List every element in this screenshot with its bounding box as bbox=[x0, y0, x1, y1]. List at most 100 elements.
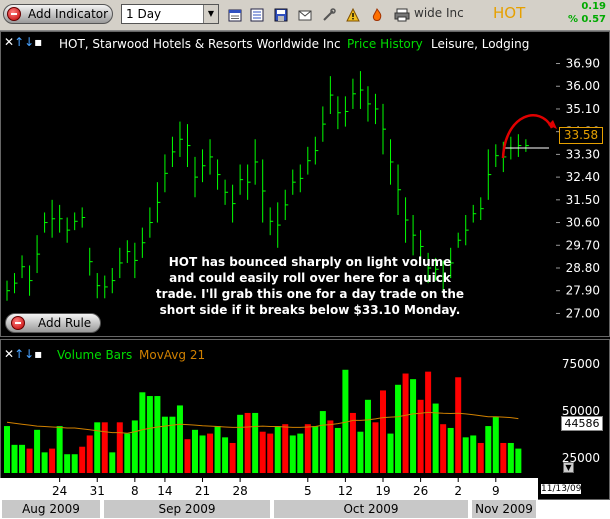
add-indicator-label: Add Indicator bbox=[28, 7, 109, 21]
volume-bar bbox=[259, 431, 266, 473]
minus-circle-icon bbox=[7, 7, 21, 21]
price-tick-label: 32.40 bbox=[566, 170, 600, 184]
volume-bar bbox=[440, 424, 447, 473]
volume-bar bbox=[252, 412, 259, 473]
last-volume-badge: 44586 bbox=[561, 416, 603, 431]
volume-bar bbox=[49, 448, 56, 473]
volume-bar bbox=[282, 424, 289, 473]
price-tick-label: 28.80 bbox=[566, 261, 600, 275]
volume-bar bbox=[477, 442, 484, 473]
date-tick-label: 24 bbox=[52, 484, 67, 498]
percent-symbol: % bbox=[568, 14, 579, 25]
date-axis-background bbox=[0, 478, 538, 500]
price-tick-label: 29.70 bbox=[566, 238, 600, 252]
flame-icon[interactable] bbox=[370, 8, 384, 22]
volume-bar bbox=[507, 442, 514, 473]
add-rule-button[interactable]: Add Rule bbox=[5, 313, 101, 333]
scroll-down-icon[interactable]: ▼ bbox=[563, 462, 574, 473]
price-axis: 27.00 27.90 28.80 29.70 30.60 31.50 32.40 33.30… bbox=[556, 57, 600, 320]
volume-bar bbox=[124, 433, 131, 473]
volume-bar bbox=[327, 420, 334, 473]
volume-bar bbox=[297, 433, 304, 473]
ticker-symbol: HOT bbox=[493, 4, 526, 22]
panel-controls-icon[interactable]: ✕↑↓▪ bbox=[4, 35, 43, 49]
volume-bar bbox=[267, 433, 274, 473]
volume-bar bbox=[244, 412, 251, 473]
volume-bar bbox=[402, 373, 409, 473]
date-tick-label: 8 bbox=[131, 484, 139, 498]
date-tick-label: 26 bbox=[413, 484, 428, 498]
volume-bar bbox=[214, 426, 221, 473]
volume-bar bbox=[410, 379, 417, 473]
date-tick-label: 12 bbox=[338, 484, 353, 498]
moving-average-line bbox=[6, 411, 519, 434]
price-tick-label: 35.10 bbox=[566, 102, 600, 116]
volume-bar bbox=[19, 444, 26, 473]
volume-bar bbox=[432, 403, 439, 473]
annotation-line: short side if it breaks below $33.10 Mon… bbox=[159, 303, 461, 317]
volume-bar bbox=[176, 405, 183, 473]
volume-bar bbox=[387, 433, 394, 473]
price-history-label: Price History bbox=[347, 37, 423, 51]
end-date-label: 11/13/09 bbox=[541, 484, 582, 494]
volume-bar bbox=[500, 442, 507, 473]
volume-bar bbox=[64, 454, 71, 473]
date-tick-label: 2 bbox=[454, 484, 462, 498]
volume-bar bbox=[146, 396, 153, 473]
volume-bar bbox=[425, 371, 432, 473]
price-tick-label: 27.00 bbox=[566, 306, 600, 320]
volume-bar bbox=[289, 435, 296, 473]
add-indicator-button[interactable]: Add Indicator bbox=[3, 4, 113, 24]
volume-bar bbox=[485, 426, 492, 473]
volume-bar bbox=[229, 442, 236, 473]
volume-bar bbox=[192, 429, 198, 473]
volume-bar bbox=[4, 426, 10, 473]
chevron-down-icon[interactable]: ▼ bbox=[203, 5, 218, 23]
date-tick-label: 14 bbox=[157, 484, 172, 498]
calendar-icon[interactable] bbox=[228, 8, 242, 22]
volume-panel-controls-icon[interactable]: ✕↑↓▪ bbox=[4, 347, 43, 361]
volume-bar bbox=[312, 426, 319, 473]
date-tick-label: 9 bbox=[492, 484, 500, 498]
volume-bars bbox=[4, 369, 522, 473]
volume-bar bbox=[154, 396, 161, 473]
volume-bar bbox=[199, 435, 206, 473]
volume-bar bbox=[139, 392, 146, 473]
volume-bar bbox=[372, 422, 379, 473]
volume-bar bbox=[447, 427, 454, 473]
volume-bar bbox=[11, 444, 18, 473]
list-icon[interactable] bbox=[250, 8, 264, 22]
tools-icon[interactable] bbox=[322, 8, 336, 22]
volume-bar bbox=[94, 422, 101, 473]
change-absolute: 0.19 bbox=[581, 1, 606, 12]
volume-tick-label: 25000 bbox=[562, 451, 600, 465]
arc-arrow bbox=[501, 114, 554, 159]
price-panel-title: HOT, Starwood Hotels & Resorts Worldwide… bbox=[59, 37, 341, 51]
volume-bar bbox=[86, 435, 93, 473]
volume-bar bbox=[237, 414, 244, 473]
volume-bar bbox=[364, 399, 371, 473]
volume-bar bbox=[492, 416, 499, 473]
volume-bar bbox=[131, 420, 138, 473]
volume-bar bbox=[462, 437, 469, 473]
alert-icon[interactable] bbox=[346, 8, 360, 22]
sector-label: Leisure, Lodging bbox=[431, 37, 530, 51]
month-label: Nov 2009 bbox=[472, 500, 536, 518]
mail-icon[interactable] bbox=[298, 8, 312, 22]
save-icon[interactable] bbox=[274, 8, 288, 22]
print-icon[interactable] bbox=[394, 8, 410, 22]
price-tick-label: 33.30 bbox=[566, 147, 600, 161]
volume-bar bbox=[515, 448, 522, 473]
arrow-head-icon bbox=[548, 120, 557, 129]
volume-bar bbox=[349, 412, 356, 473]
volume-bar bbox=[334, 427, 341, 473]
volume-axis: 25000 50000 75000 bbox=[562, 357, 600, 465]
volume-bar bbox=[34, 429, 41, 473]
volume-bar bbox=[342, 369, 349, 473]
ticker-input[interactable]: wide Inc bbox=[414, 6, 464, 20]
volume-bar bbox=[417, 399, 424, 473]
volume-bar bbox=[101, 422, 108, 473]
volume-bar bbox=[304, 424, 311, 473]
period-select[interactable]: 1 Day ▼ bbox=[121, 4, 219, 24]
moving-average-label: MovAvg 21 bbox=[139, 348, 206, 362]
